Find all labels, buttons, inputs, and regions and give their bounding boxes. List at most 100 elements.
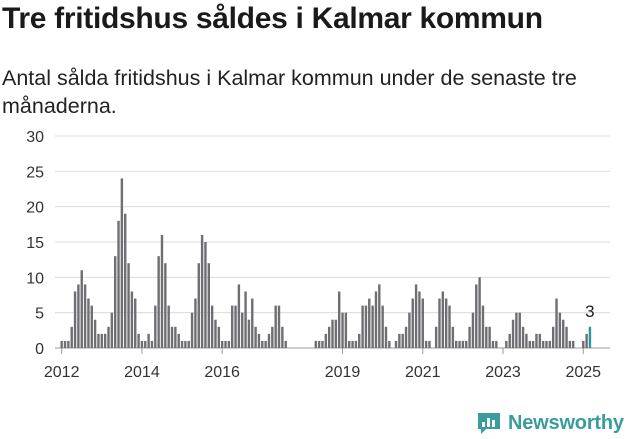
- chart-subtitle: Antal sålda fritidshus i Kalmar kommun u…: [2, 66, 577, 118]
- brand-name: Newsworthy: [508, 411, 624, 434]
- bar: [511, 319, 515, 348]
- bar: [277, 305, 281, 348]
- bar: [110, 312, 114, 348]
- bar: [455, 340, 458, 348]
- bar: [241, 312, 244, 348]
- bar: [478, 277, 481, 348]
- bar: [495, 340, 498, 348]
- bar: [408, 312, 411, 348]
- chart-title: Tre fritidshus såldes i Kalmar kommun: [2, 2, 543, 35]
- bar: [103, 333, 107, 348]
- bar: [434, 326, 438, 348]
- bar: [274, 305, 277, 348]
- x-tick-label: 2014: [124, 364, 160, 381]
- bar: [167, 305, 170, 348]
- x-tick-label: 2025: [565, 364, 601, 381]
- bar: [120, 178, 124, 348]
- bar: [444, 298, 448, 348]
- newsworthy-brand: Newsworthy: [476, 409, 624, 437]
- last-value-label: 3: [585, 302, 594, 321]
- bar: [508, 333, 511, 348]
- bar: [572, 340, 575, 348]
- bar: [354, 340, 358, 348]
- bar: [264, 340, 267, 348]
- bar: [364, 305, 368, 348]
- bar: [257, 333, 261, 348]
- bar: [127, 263, 130, 348]
- bar: [548, 340, 552, 348]
- x-tick-label: 2012: [44, 364, 80, 381]
- bar: [224, 340, 227, 348]
- bar: [190, 312, 194, 348]
- y-tick-label: 20: [26, 200, 44, 217]
- bar: [438, 298, 441, 348]
- bar: [100, 333, 104, 348]
- bar: [481, 305, 485, 348]
- bar: [448, 305, 451, 348]
- bar: [164, 263, 167, 348]
- y-tick-label: 0: [35, 341, 44, 358]
- bar: [381, 305, 384, 348]
- bar: [281, 326, 284, 348]
- bar: [90, 305, 93, 348]
- bar: [388, 340, 391, 348]
- bar: [358, 333, 361, 348]
- bar: [368, 298, 371, 348]
- bar: [67, 340, 70, 348]
- bar: [87, 298, 90, 348]
- y-tick-label: 25: [26, 164, 44, 181]
- bar: [157, 256, 160, 348]
- bar: [568, 340, 572, 348]
- bar: [545, 340, 548, 348]
- bar: [97, 333, 100, 348]
- bar: [154, 305, 157, 348]
- y-tick-label: 5: [35, 306, 44, 323]
- bar: [521, 326, 525, 348]
- bar: [180, 340, 184, 348]
- bar: [565, 326, 568, 348]
- bar: [341, 312, 344, 348]
- bar: [137, 333, 140, 348]
- bar: [582, 340, 585, 348]
- bar: [187, 340, 190, 348]
- bar: [247, 319, 251, 348]
- bar: [468, 326, 471, 348]
- bar: [70, 326, 73, 348]
- bar: [227, 340, 231, 348]
- x-tick-label: 2019: [325, 364, 361, 381]
- bar: [414, 284, 418, 348]
- bar: [404, 326, 408, 348]
- bar: [194, 298, 197, 348]
- bar: [561, 319, 565, 348]
- bar: [327, 326, 331, 348]
- bar: [177, 333, 180, 348]
- bar: [144, 340, 147, 348]
- bar: [251, 298, 254, 348]
- bar: [491, 340, 495, 348]
- x-tick-label: 2016: [204, 364, 240, 381]
- bar: [374, 291, 378, 348]
- bar: [237, 284, 241, 348]
- y-axis-ticks: 0 5 10 15 20 25 30: [26, 129, 44, 358]
- bar: [130, 291, 134, 348]
- bar: [344, 312, 348, 348]
- y-tick-label: 30: [26, 129, 44, 146]
- bar: [518, 312, 521, 348]
- bar: [107, 326, 110, 348]
- bar: [515, 312, 518, 348]
- bar: [321, 340, 324, 348]
- bar: [160, 234, 164, 348]
- bar: [214, 319, 217, 348]
- bar: [314, 340, 317, 348]
- bar: [555, 298, 558, 348]
- bar: [384, 326, 388, 348]
- bar: [317, 340, 321, 348]
- bar: [83, 284, 87, 348]
- bar: [117, 220, 120, 348]
- bar: [334, 319, 338, 348]
- bar: [244, 291, 247, 348]
- x-tick-label: 2021: [405, 364, 441, 381]
- bar: [271, 326, 274, 348]
- bar: [378, 284, 381, 348]
- bar: [541, 340, 545, 348]
